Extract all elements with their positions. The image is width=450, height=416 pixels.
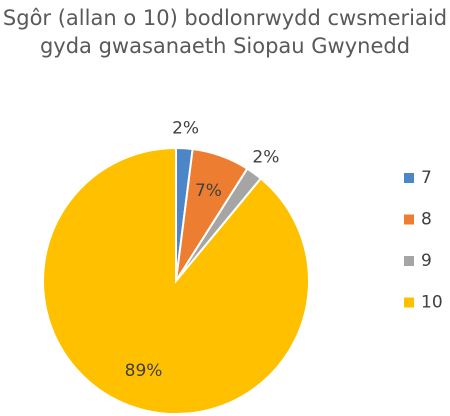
chart-title: Sgôr (allan o 10) bodlonrwydd cwsmeriaid… [2, 6, 448, 58]
data-label: 2% [172, 118, 199, 138]
pie-slice [42, 146, 310, 415]
legend-label: 10 [421, 293, 443, 313]
legend-swatch [404, 173, 414, 183]
legend-swatch [404, 297, 414, 308]
data-label: 7% [195, 181, 222, 201]
legend-swatch [404, 256, 414, 266]
legend-swatch [404, 214, 414, 225]
legend-label: 9 [421, 251, 432, 271]
data-label: 2% [252, 147, 279, 167]
data-label: 89% [125, 361, 163, 381]
legend-label: 8 [421, 210, 432, 230]
legend-label: 7 [421, 168, 432, 188]
